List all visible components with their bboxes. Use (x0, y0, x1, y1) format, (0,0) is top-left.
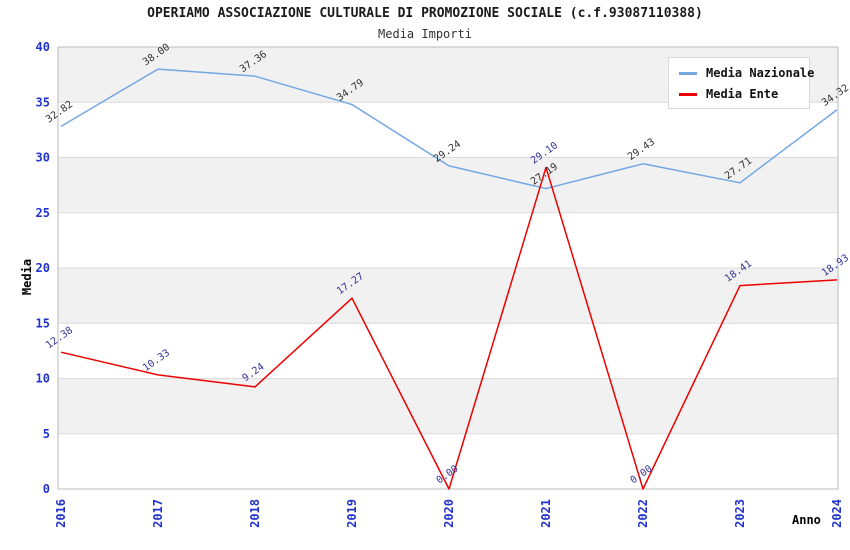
x-tick-label: 2018 (248, 499, 262, 528)
plot-band (58, 433, 838, 489)
legend-line-swatch-ente (679, 92, 697, 96)
y-tick-label: 35 (36, 95, 50, 109)
x-tick-label: 2020 (442, 499, 456, 528)
plot-band (58, 102, 838, 158)
legend-line-swatch-nazionale (679, 71, 697, 75)
legend-item-media-nazionale: Media Nazionale (679, 66, 814, 80)
plot-band (58, 323, 838, 379)
y-tick-label: 10 (36, 372, 50, 386)
y-tick-label: 40 (36, 40, 50, 54)
y-tick-label: 5 (43, 427, 50, 441)
plot-band (58, 212, 838, 268)
x-tick-label: 2016 (54, 499, 68, 528)
plot-band (58, 157, 838, 213)
y-tick-label: 0 (43, 482, 50, 496)
chart-subtitle: Media Importi (378, 27, 472, 41)
series-line-media-ente (60, 166, 838, 490)
x-tick-label: 2022 (636, 499, 650, 528)
plot-band (58, 378, 838, 434)
x-axis-title: Anno (792, 513, 821, 527)
x-tick-label: 2023 (733, 499, 747, 528)
y-tick-label: 30 (36, 151, 50, 165)
legend: Media Nazionale Media Ente (668, 57, 814, 109)
y-tick-label: 15 (36, 316, 50, 330)
chart-title: OPERIAMO ASSOCIAZIONE CULTURALE DI PROMO… (147, 6, 703, 21)
legend-item-media-ente: Media Ente (679, 87, 799, 101)
y-tick-label: 20 (36, 261, 50, 275)
y-tick-label: 25 (36, 206, 50, 220)
x-tick-label: 2017 (151, 499, 165, 528)
plot-border (57, 46, 839, 490)
series-line-media-nazionale (60, 68, 838, 190)
legend-label-media-nazionale: Media Nazionale (706, 66, 815, 80)
x-tick-label: 2019 (345, 499, 359, 528)
plot-band (58, 268, 838, 324)
y-axis-title: Media (20, 258, 34, 296)
x-tick-label: 2024 (830, 499, 844, 528)
x-tick-label: 2021 (539, 499, 553, 528)
legend-label-media-ente: Media Ente (706, 87, 779, 101)
